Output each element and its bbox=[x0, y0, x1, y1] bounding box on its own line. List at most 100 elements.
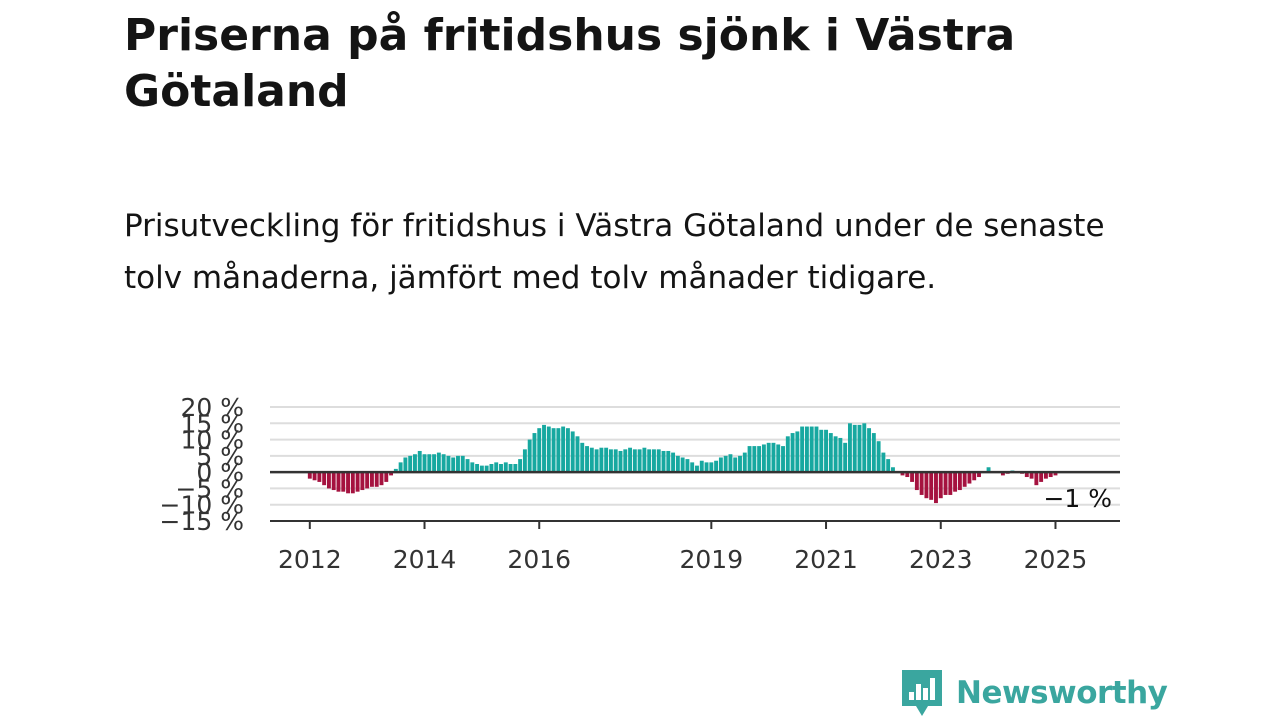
bar bbox=[652, 449, 656, 473]
bar bbox=[551, 428, 556, 473]
bar bbox=[346, 472, 350, 494]
bar bbox=[766, 442, 771, 473]
bar bbox=[953, 472, 958, 492]
bar bbox=[838, 437, 843, 473]
bar bbox=[742, 452, 747, 473]
bar bbox=[910, 472, 915, 482]
bar bbox=[632, 449, 637, 473]
bar bbox=[977, 472, 981, 478]
bar bbox=[427, 454, 432, 473]
bar bbox=[718, 457, 723, 473]
bar bbox=[360, 472, 365, 491]
bar bbox=[326, 472, 331, 489]
bar bbox=[905, 472, 910, 478]
y-tick-label: −10 % bbox=[160, 491, 244, 520]
x-tick-label: 2014 bbox=[393, 545, 457, 574]
bar-chart-logo-icon bbox=[902, 670, 942, 716]
bar bbox=[785, 436, 790, 473]
bar bbox=[331, 472, 336, 491]
bar bbox=[680, 457, 685, 473]
bar bbox=[685, 459, 690, 473]
bar bbox=[929, 472, 934, 500]
bar bbox=[527, 439, 532, 473]
bar bbox=[938, 472, 943, 499]
bar bbox=[532, 433, 537, 473]
y-tick-label: 10 % bbox=[180, 426, 244, 455]
bar bbox=[460, 455, 465, 473]
grid-lines bbox=[270, 406, 1120, 506]
bar bbox=[608, 449, 613, 473]
bar bbox=[575, 436, 580, 473]
newsworthy-logo: Newsworthy bbox=[902, 670, 1168, 716]
last-value-label: −1 % bbox=[1043, 484, 1112, 513]
bar bbox=[307, 472, 312, 479]
bar bbox=[542, 424, 546, 473]
bar bbox=[934, 472, 938, 504]
bar bbox=[389, 472, 394, 476]
bar bbox=[585, 446, 589, 473]
bar bbox=[441, 454, 446, 473]
bar bbox=[456, 455, 460, 473]
bar bbox=[556, 428, 561, 473]
bars bbox=[307, 423, 1058, 504]
bar bbox=[479, 465, 484, 473]
bar bbox=[752, 446, 757, 473]
bar bbox=[1000, 472, 1005, 476]
bar bbox=[312, 472, 317, 481]
bar bbox=[341, 472, 346, 492]
bar bbox=[365, 472, 370, 489]
bar bbox=[594, 449, 599, 473]
bar-chart: 20 %15 %10 %5 %0 %−5 %−10 %−15 % 2012 2014… bbox=[160, 393, 1120, 574]
axes bbox=[270, 470, 1120, 529]
bar bbox=[924, 472, 929, 499]
chart-title: Priserna på fritidshus sjönk i Västra Gö… bbox=[124, 10, 1016, 117]
bar bbox=[675, 455, 680, 473]
bar bbox=[776, 444, 781, 473]
bar bbox=[962, 472, 967, 487]
bar bbox=[871, 433, 876, 473]
bar bbox=[355, 472, 360, 492]
bar bbox=[847, 423, 852, 473]
bar bbox=[408, 455, 413, 473]
y-tick-label: −15 % bbox=[160, 507, 244, 536]
tick-labels: 20 %15 %10 %5 %0 %−5 %−10 %−15 % 2012 2014… bbox=[160, 393, 1112, 574]
bar bbox=[537, 428, 542, 473]
brand-name: Newsworthy bbox=[956, 675, 1168, 711]
bar bbox=[522, 449, 527, 473]
y-tick-label: 15 % bbox=[180, 409, 244, 438]
bar bbox=[828, 433, 833, 473]
bar bbox=[618, 450, 623, 473]
bar bbox=[814, 426, 819, 473]
bar bbox=[1029, 472, 1034, 479]
x-tick-label: 2025 bbox=[1024, 545, 1088, 574]
bar bbox=[398, 462, 403, 473]
bar bbox=[881, 452, 886, 473]
bar bbox=[661, 450, 666, 473]
bar bbox=[580, 442, 585, 473]
bar bbox=[374, 472, 379, 487]
bar bbox=[503, 462, 508, 473]
bar bbox=[623, 449, 628, 473]
x-tick-label: 2012 bbox=[278, 545, 342, 574]
bar bbox=[857, 424, 862, 473]
bar bbox=[967, 472, 972, 484]
y-tick-label: 5 % bbox=[196, 442, 244, 471]
bar bbox=[1039, 472, 1044, 482]
bar bbox=[900, 472, 905, 476]
bar bbox=[914, 472, 919, 491]
bar bbox=[451, 457, 456, 473]
bar bbox=[599, 447, 604, 473]
bar bbox=[790, 433, 795, 473]
bar bbox=[379, 472, 384, 486]
bar bbox=[957, 472, 962, 491]
bar bbox=[733, 457, 738, 473]
bar bbox=[704, 462, 709, 473]
bar bbox=[565, 428, 570, 473]
chart-subtitle: Prisutveckling för fritidshus i Västra G… bbox=[124, 208, 1105, 296]
x-tick-label: 2016 bbox=[507, 545, 571, 574]
bar bbox=[417, 450, 422, 473]
bar bbox=[747, 446, 752, 473]
bar bbox=[714, 460, 719, 473]
bar bbox=[781, 446, 785, 473]
bar bbox=[432, 454, 437, 473]
